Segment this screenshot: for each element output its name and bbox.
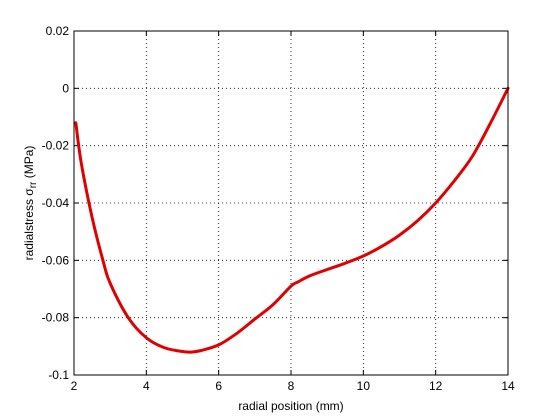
y-axis-label-prefix: radialstress bbox=[22, 196, 36, 261]
y-axis-label-subscript: rr bbox=[28, 181, 39, 188]
x-tick-label: 12 bbox=[429, 379, 443, 393]
x-tick-label: 10 bbox=[357, 379, 371, 393]
y-tick-label: -0.1 bbox=[48, 368, 69, 382]
plot-frame bbox=[73, 30, 509, 376]
y-axis-label-suffix: (MPa) bbox=[22, 146, 36, 182]
x-tick-label: 14 bbox=[501, 379, 515, 393]
x-tick-label: 8 bbox=[288, 379, 295, 393]
y-axis-label: radialstress σrr (MPa) bbox=[22, 146, 39, 261]
x-axis-label: radial position (mm) bbox=[238, 399, 343, 413]
x-tick-label: 6 bbox=[215, 379, 222, 393]
y-tick-label: 0.02 bbox=[46, 24, 70, 38]
x-tick-label: 4 bbox=[143, 379, 150, 393]
y-tick-label: -0.08 bbox=[42, 311, 70, 325]
series-layer bbox=[74, 86, 510, 354]
y-axis-label-symbol: σ bbox=[22, 188, 36, 196]
x-tick-label: 2 bbox=[71, 379, 78, 393]
y-tick-label: -0.06 bbox=[42, 253, 70, 267]
y-tick-label: -0.02 bbox=[42, 139, 70, 153]
axis-ticks: 2 4 6 8 10 12 14 0.02 0 -0.02 -0.04 -0.06 -0.08 -0.1 bbox=[42, 24, 515, 393]
y-tick-label: 0 bbox=[62, 81, 69, 95]
y-tick-label: -0.04 bbox=[42, 196, 70, 210]
series-line bbox=[74, 86, 510, 354]
